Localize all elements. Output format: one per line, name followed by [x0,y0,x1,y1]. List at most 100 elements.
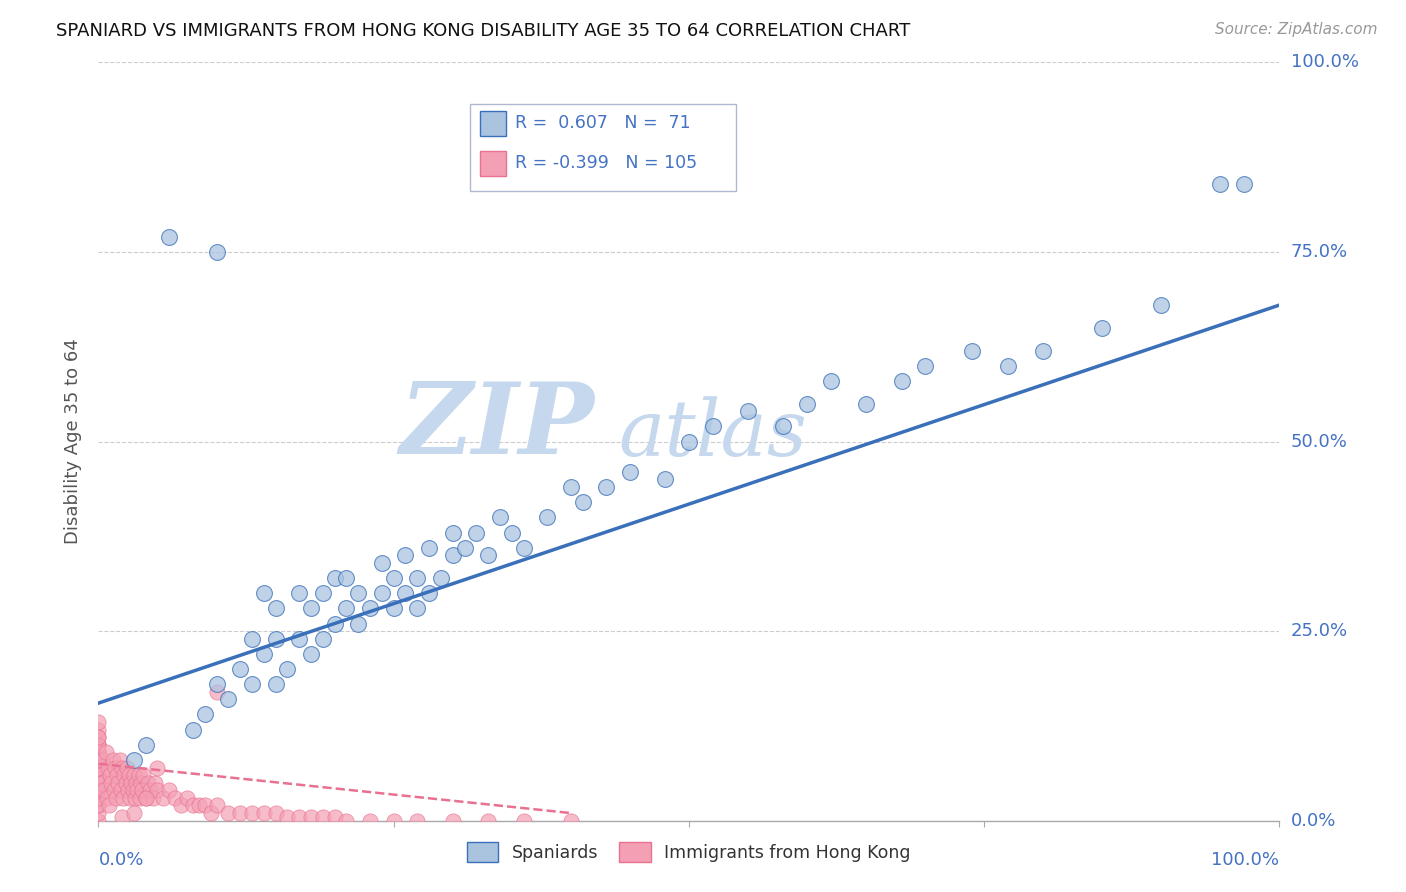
Text: atlas: atlas [619,396,807,472]
Point [477,814,499,828]
Point [87,798,110,813]
Point [418,586,440,600]
Point [87,798,110,813]
Point [253,806,276,821]
Point [96,791,118,805]
Point [406,814,429,828]
Point [181,723,204,737]
Point [430,571,453,585]
Point [87,806,110,821]
Point [107,776,129,790]
Point [87,723,110,737]
Point [406,601,429,615]
Point [103,783,125,797]
Point [111,810,134,824]
Point [100,776,122,790]
Point [465,525,488,540]
FancyBboxPatch shape [471,104,737,191]
Point [117,783,139,797]
Text: 25.0%: 25.0% [1291,622,1348,640]
Point [323,810,346,824]
Point [87,738,110,752]
Point [240,632,263,646]
Point [104,760,127,774]
Point [264,632,287,646]
Point [536,510,558,524]
Point [87,791,110,805]
Point [122,753,145,767]
Point [205,798,228,813]
Point [122,806,145,821]
Point [87,791,110,805]
Point [135,738,157,752]
Point [299,647,322,661]
Point [997,359,1019,373]
Point [855,396,877,410]
Point [264,601,287,615]
Point [1150,298,1173,312]
Point [406,571,429,585]
Point [124,791,146,805]
Point [157,229,180,244]
Text: SPANIARD VS IMMIGRANTS FROM HONG KONG DISABILITY AGE 35 TO 64 CORRELATION CHART: SPANIARD VS IMMIGRANTS FROM HONG KONG DI… [56,22,911,40]
Point [312,810,335,824]
Point [112,768,135,782]
Point [571,495,593,509]
Point [97,760,120,774]
Point [205,677,228,691]
Point [165,791,187,805]
Point [87,776,110,790]
Point [371,556,394,570]
Point [112,791,135,805]
Point [129,776,152,790]
Point [441,525,464,540]
Point [87,746,110,760]
Point [914,359,936,373]
Point [105,768,128,782]
Point [115,760,138,774]
Point [187,798,209,813]
Point [253,647,276,661]
Point [335,814,357,828]
Point [512,541,534,555]
Point [312,586,335,600]
Point [110,783,132,797]
Point [87,753,110,767]
Point [323,571,346,585]
Point [87,814,110,828]
Point [359,814,381,828]
Point [217,692,239,706]
Point [702,419,724,434]
Point [87,753,110,767]
Point [87,776,110,790]
Point [962,343,984,358]
Point [87,738,110,752]
Point [87,760,110,774]
Text: R = -0.399   N = 105: R = -0.399 N = 105 [516,154,697,172]
Point [501,525,523,540]
Point [94,746,117,760]
Point [312,632,335,646]
Point [619,465,641,479]
Point [194,798,217,813]
Point [560,814,582,828]
Point [87,768,110,782]
Point [87,776,110,790]
Point [382,601,405,615]
Point [118,768,141,782]
Point [105,791,128,805]
Point [371,586,394,600]
Point [98,798,121,813]
Point [560,480,582,494]
Point [441,548,464,563]
Point [87,715,110,730]
Point [820,374,842,388]
Point [91,753,114,767]
Point [1209,177,1232,191]
Point [288,586,311,600]
Point [152,791,174,805]
Point [288,810,311,824]
Point [737,404,759,418]
Text: 0.0%: 0.0% [1291,812,1336,830]
Point [890,374,912,388]
